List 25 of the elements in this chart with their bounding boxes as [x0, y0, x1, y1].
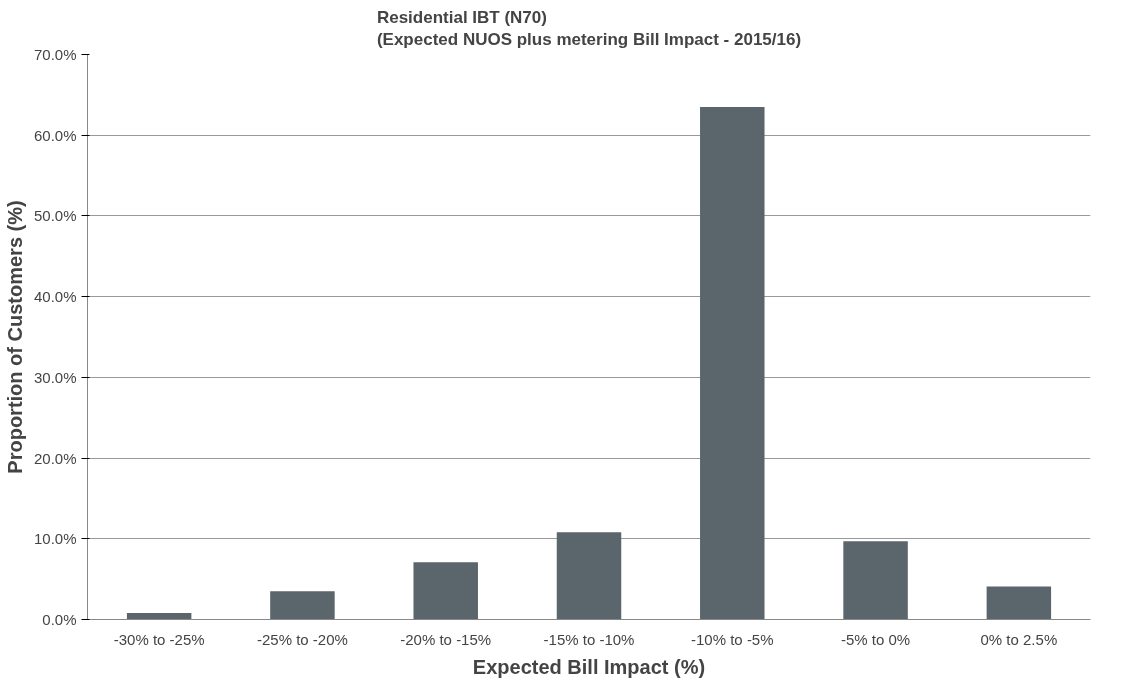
y-tick-label: 10.0%	[33, 530, 77, 548]
y-tick-label: 30.0%	[33, 368, 77, 386]
x-tick-label: -20% to -15%	[400, 630, 492, 648]
y-tick-label: 50.0%	[33, 207, 77, 225]
bar	[843, 541, 908, 620]
bar	[126, 613, 192, 620]
y-axis-title: Proportion of Customers (%)	[3, 200, 26, 474]
y-tick-label: 20.0%	[33, 449, 77, 467]
bar	[270, 591, 335, 620]
bar	[700, 106, 765, 620]
y-tick-label: 70.0%	[33, 46, 77, 63]
x-tick-label: -15% to -10%	[543, 630, 635, 648]
x-tick-label: -5% to 0%	[840, 630, 911, 648]
x-tick-label: -25% to -20%	[256, 630, 348, 648]
bar	[413, 562, 478, 620]
x-tick-label: -10% to -5%	[691, 630, 774, 648]
x-tick-label: 0% to 2.5%	[980, 630, 1058, 648]
bar	[556, 532, 622, 620]
y-tick-label: 40.0%	[33, 288, 77, 306]
chart-title: Residential IBT (N70) (Expected NUOS plus metering Bill Impact - 2015/16)	[376, 7, 802, 50]
y-tick-label: 60.0%	[33, 126, 77, 144]
y-tick-label: 0.0%	[42, 611, 77, 628]
x-axis-title: Expected Bill Impact (%)	[472, 655, 706, 678]
x-tick-label: -30% to -25%	[113, 630, 205, 648]
bar	[986, 586, 1052, 620]
